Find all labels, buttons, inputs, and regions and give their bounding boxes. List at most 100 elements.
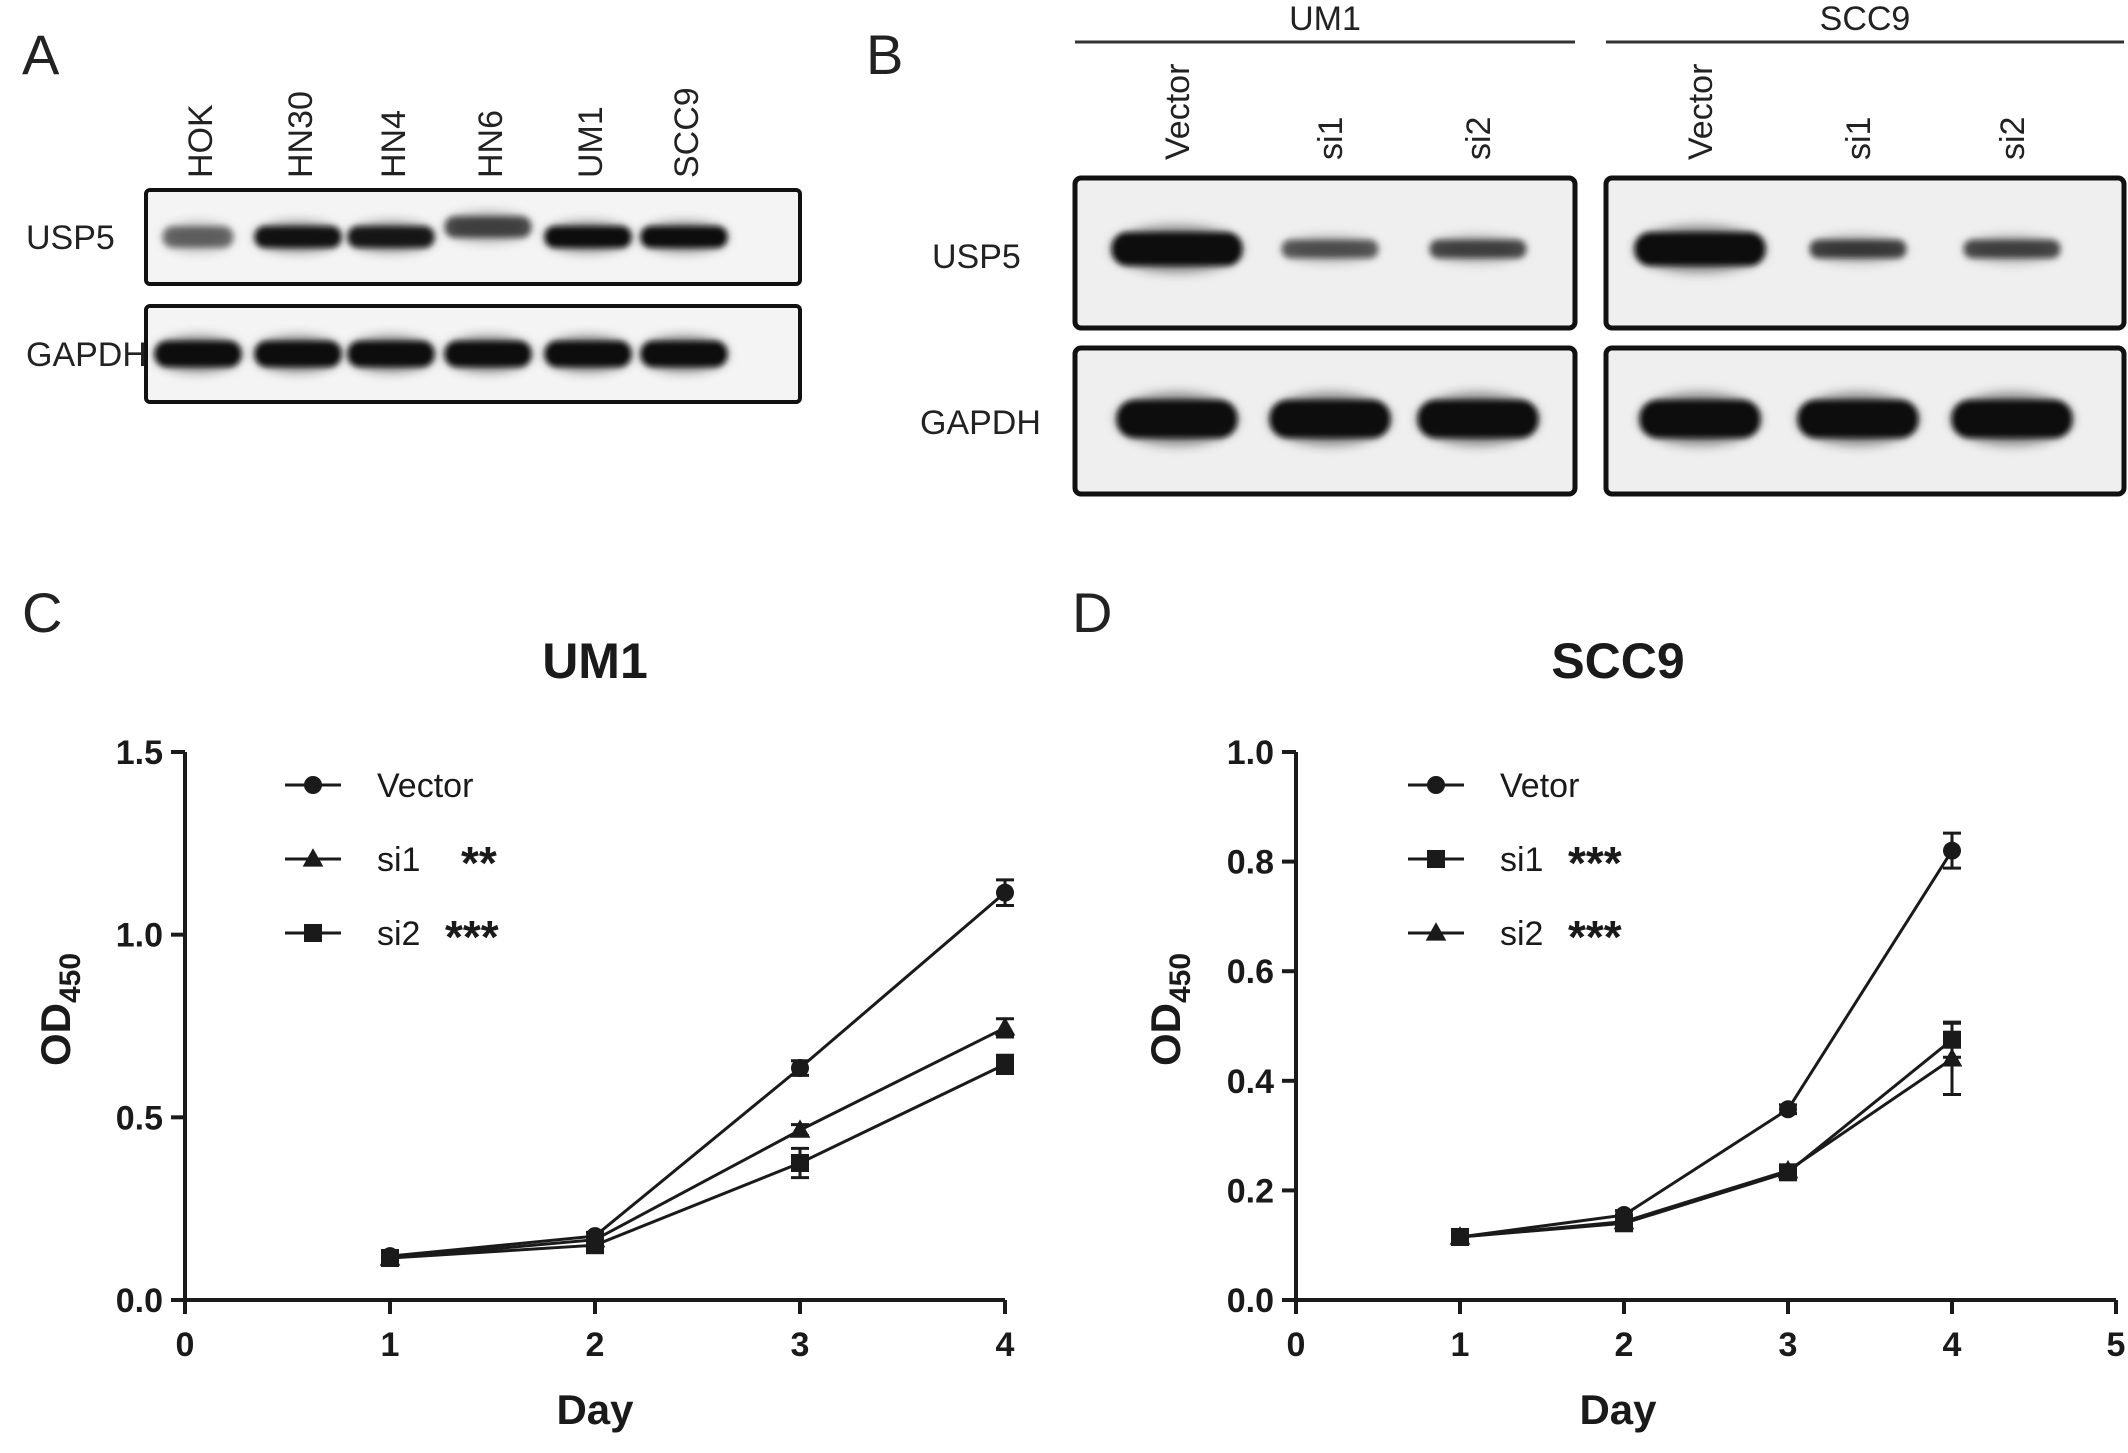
- lane-label-um1-si1: si1: [1312, 117, 1350, 160]
- series-line-si2: [389, 1063, 1006, 1260]
- legend-marker-vetor: [1427, 776, 1445, 794]
- x-tick-label: 2: [1615, 1326, 1634, 1364]
- band-um1-usp5-vector: [1112, 227, 1242, 271]
- band-scc9-usp5-si1-core: [1810, 240, 1906, 258]
- x-tick-label: 1: [1451, 1326, 1470, 1364]
- band-um1-gapdh-si1-core: [1270, 400, 1390, 438]
- lane-label-scc9: SCC9: [668, 87, 706, 178]
- band-um1-gapdh-vector: [1117, 394, 1237, 444]
- band-usp5-scc9-core: [641, 226, 727, 248]
- data-point-vector-day4: [996, 883, 1014, 902]
- band-gapdh-hok-core: [155, 341, 241, 367]
- data-point-vetor-day3: [1779, 1100, 1797, 1119]
- data-point-si1-day4: [994, 1017, 1016, 1036]
- band-scc9-gapdh-si2-core: [1952, 400, 2072, 438]
- band-gapdh-hn30-core: [255, 341, 341, 367]
- band-um1-gapdh-si2-core: [1418, 400, 1538, 438]
- legend-marker-si2: [1425, 922, 1447, 941]
- band-usp5-hok-core: [163, 226, 233, 248]
- legend-marker-vector: [304, 776, 322, 794]
- band-scc9-usp5-si1: [1810, 237, 1906, 261]
- band-um1-usp5-si2-core: [1430, 240, 1526, 258]
- band-um1-gapdh-si2: [1418, 394, 1538, 444]
- x-tick-label: 3: [791, 1326, 810, 1364]
- band-usp5-hn4: [348, 223, 434, 251]
- line-chart-scc9: SCC9 0.0 0.2 0.4 0.6 0.8 1.0 0 1 2 3 4 5 Day OD450 Veto…: [1142, 633, 2125, 1433]
- panel-label-b: B: [866, 23, 903, 86]
- significance-si2: ***: [445, 911, 499, 963]
- band-scc9-gapdh-si1: [1798, 394, 1918, 444]
- band-usp5-hn6: [445, 213, 531, 241]
- band-gapdh-hn4: [348, 337, 434, 371]
- x-axis-label: Day: [1579, 1386, 1657, 1433]
- western-blot-panel-b: UM1 Vector si1 si2 SCC9 Vector si1 si2 USP5 GAPDH: [920, 0, 2127, 497]
- chart-title: SCC9: [1551, 633, 1684, 689]
- data-point-si2-day1: [1449, 1226, 1471, 1245]
- band-um1-usp5-si1-core: [1282, 240, 1378, 258]
- series-line-si1: [1459, 1038, 1953, 1239]
- lane-label-scc9-si1: si1: [1840, 117, 1878, 160]
- band-gapdh-hok: [155, 337, 241, 371]
- lane-label-scc9-vector: Vector: [1682, 64, 1720, 160]
- x-tick-label: 0: [176, 1326, 195, 1364]
- band-scc9-gapdh-vector: [1640, 394, 1760, 444]
- row-label-usp5: USP5: [932, 238, 1021, 276]
- band-scc9-gapdh-si1-core: [1798, 400, 1918, 438]
- band-um1-usp5-si2: [1430, 237, 1526, 261]
- band-usp5-hok: [163, 223, 233, 251]
- band-usp5-scc9: [641, 223, 727, 251]
- legend-marker-si2: [304, 924, 322, 942]
- y-tick-label: 0.2: [1227, 1172, 1274, 1210]
- line-chart-um1: UM1 0.0 0.5 1.0 1.5 0 1 2 3 4 Day OD450 Vector si1 ** s…: [32, 633, 1016, 1433]
- lane-label-hn30: HN30: [282, 91, 320, 178]
- legend-label-si1: si1: [377, 841, 420, 879]
- band-gapdh-um1-core: [545, 341, 631, 367]
- band-scc9-usp5-vector: [1635, 227, 1765, 271]
- legend-label-vetor: Vetor: [1500, 767, 1579, 805]
- band-usp5-hn4-core: [348, 226, 434, 248]
- data-point-si2-day4: [1941, 1048, 1963, 1067]
- band-gapdh-hn6-core: [445, 341, 531, 367]
- band-gapdh-um1: [545, 337, 631, 371]
- band-usp5-hn30-core: [255, 226, 341, 248]
- legend: Vetor si1 *** si2 ***: [1408, 767, 1622, 963]
- band-gapdh-scc9: [641, 337, 727, 371]
- y-tick-label: 1.0: [116, 917, 163, 955]
- lane-label-hok: HOK: [182, 104, 220, 178]
- x-tick-label: 4: [996, 1326, 1015, 1364]
- y-axis-label: OD450: [32, 953, 87, 1066]
- data-point-si2-day4: [996, 1055, 1014, 1074]
- series-si2: [381, 1053, 1014, 1267]
- group-label-um1: UM1: [1289, 0, 1361, 38]
- y-tick-label: 0.8: [1227, 844, 1274, 882]
- data-point-si2-day1: [381, 1248, 399, 1267]
- lane-label-hn6: HN6: [472, 110, 510, 178]
- band-um1-gapdh-si1: [1270, 394, 1390, 444]
- series-si1: [379, 1017, 1016, 1266]
- x-tick-label: 3: [1779, 1326, 1798, 1364]
- chart-title: UM1: [542, 633, 648, 689]
- row-label-usp5: USP5: [26, 219, 115, 257]
- y-tick-label: 0.4: [1227, 1063, 1274, 1101]
- data-point-si2-day2: [586, 1236, 604, 1255]
- row-label-gapdh: GAPDH: [26, 336, 147, 374]
- data-point-si2-day3: [791, 1154, 809, 1172]
- group-label-scc9: SCC9: [1820, 0, 1911, 38]
- lane-label-um1-vector: Vector: [1159, 64, 1197, 160]
- y-tick-label: 0.5: [116, 1099, 163, 1137]
- data-point-si1-day3: [789, 1119, 811, 1138]
- y-tick-label: 0.0: [1227, 1282, 1274, 1320]
- band-gapdh-hn4-core: [348, 341, 434, 367]
- western-blot-panel-a: HOK HN30 HN4 HN6 UM1 SCC9 USP5 GAPDH: [26, 87, 802, 404]
- row-label-gapdh: GAPDH: [920, 404, 1041, 442]
- series-line-vector: [389, 891, 1006, 1258]
- band-usp5-hn6-core: [445, 216, 531, 238]
- lane-label-hn4: HN4: [375, 110, 413, 178]
- band-scc9-usp5-si2: [1964, 237, 2060, 261]
- legend-label-vector: Vector: [377, 767, 473, 805]
- x-tick-label: 0: [1287, 1326, 1306, 1364]
- legend: Vector si1 ** si2 ***: [285, 767, 499, 963]
- band-gapdh-scc9-core: [641, 341, 727, 367]
- y-tick-label: 0.6: [1227, 953, 1274, 991]
- band-scc9-gapdh-vector-core: [1640, 400, 1760, 438]
